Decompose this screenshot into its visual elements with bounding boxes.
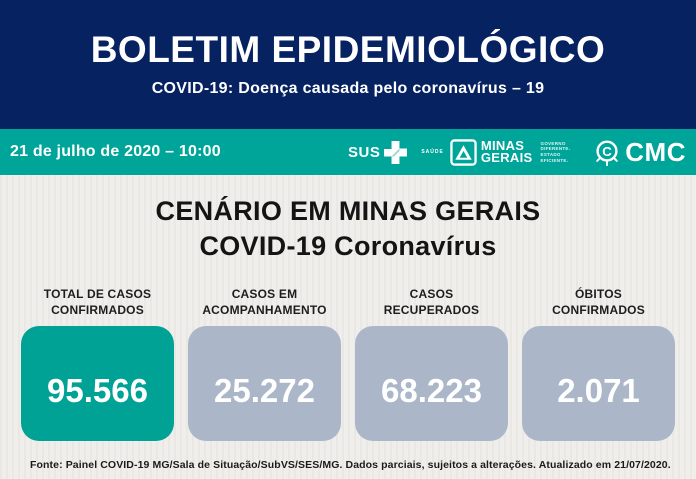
- stat-confirmed-deaths: ÓBITOS CONFIRMADOS 2.071: [522, 287, 675, 441]
- stat-label-line2: CONFIRMADOS: [51, 302, 144, 317]
- stat-label-line2: CONFIRMADOS: [552, 302, 645, 317]
- minas-gerais-line1: MINAS: [480, 137, 525, 153]
- governo-line1: GOVERNO: [540, 140, 566, 146]
- governo-tagline: GOVERNO DIFERENTE. ESTADO EFICIENTE.: [541, 141, 571, 164]
- stat-value-card: 2.071: [522, 326, 675, 441]
- logo-strip: SUS SAÚDE MINA: [348, 137, 686, 168]
- bulletin-datetime: 21 de julho de 2020 – 10:00: [10, 143, 221, 160]
- info-bar: 21 de julho de 2020 – 10:00 SUS SAÚDE: [0, 129, 696, 175]
- stat-value: 95.566: [47, 371, 148, 409]
- governo-line4: EFICIENTE.: [540, 157, 569, 163]
- governo-line2: DIFERENTE.: [540, 146, 571, 152]
- governo-line3: ESTADO: [540, 152, 561, 157]
- main-content: CENÁRIO EM MINAS GERAIS COVID-19 Coronav…: [0, 196, 696, 441]
- stat-value-card: 68.223: [355, 326, 508, 441]
- minas-gerais-wordmark: MINAS GERAIS: [480, 137, 533, 165]
- stat-value: 25.272: [214, 371, 315, 409]
- stat-value: 2.071: [557, 371, 640, 409]
- covid-heading: COVID-19 Coronavírus: [199, 231, 497, 261]
- scenario-heading: CENÁRIO EM MINAS GERAIS: [155, 196, 541, 226]
- page-subtitle: COVID-19: Doença causada pelo coronavíru…: [151, 80, 545, 97]
- header: BOLETIM EPIDEMIOLÓGICO COVID-19: Doença …: [0, 0, 696, 129]
- stat-label-line1: CASOS: [409, 287, 454, 301]
- saude-label: SAÚDE: [421, 149, 444, 155]
- source-note: Fonte: Painel COVID-19 MG/Sala de Situaç…: [30, 459, 671, 471]
- svg-text:C: C: [603, 144, 613, 159]
- stat-label: TOTAL DE CASOS CONFIRMADOS: [21, 287, 174, 322]
- stat-label-line1: CASOS EM: [231, 287, 298, 301]
- minas-gerais-triangle-icon: [450, 138, 477, 166]
- stat-label-line2: ACOMPANHAMENTO: [202, 302, 327, 317]
- minas-gerais-line2: GERAIS: [480, 150, 533, 165]
- cmc-logo: C CMC: [592, 137, 686, 168]
- stat-cases-in-followup: CASOS EM ACOMPANHAMENTO 25.272: [188, 287, 341, 441]
- stat-label-line1: TOTAL DE CASOS: [43, 287, 152, 301]
- stat-label-line2: RECUPERADOS: [383, 302, 480, 317]
- sus-logo-label: SUS: [348, 143, 381, 161]
- sus-logo: SUS: [348, 140, 408, 165]
- stat-label: CASOS EM ACOMPANHAMENTO: [188, 287, 341, 322]
- stat-label-line1: ÓBITOS: [575, 287, 622, 301]
- sus-cross-icon: [383, 140, 408, 165]
- stat-label: CASOS RECUPERADOS: [355, 287, 508, 322]
- stat-value-card: 95.566: [21, 326, 174, 441]
- cmc-wordmark: CMC: [625, 136, 686, 167]
- cmc-helm-icon: C: [592, 137, 622, 167]
- stats-row: TOTAL DE CASOS CONFIRMADOS 95.566 CASOS …: [0, 287, 696, 441]
- stat-value-card: 25.272: [188, 326, 341, 441]
- minas-gerais-logo: MINAS GERAIS GOVERNO DIFERENTE. ESTADO E…: [450, 139, 570, 166]
- page-title: BOLETIM EPIDEMIOLÓGICO: [90, 29, 606, 70]
- stat-label: ÓBITOS CONFIRMADOS: [522, 287, 675, 322]
- stat-value: 68.223: [381, 371, 482, 409]
- stat-confirmed-cases: TOTAL DE CASOS CONFIRMADOS 95.566: [21, 287, 174, 441]
- stat-recovered-cases: CASOS RECUPERADOS 68.223: [355, 287, 508, 441]
